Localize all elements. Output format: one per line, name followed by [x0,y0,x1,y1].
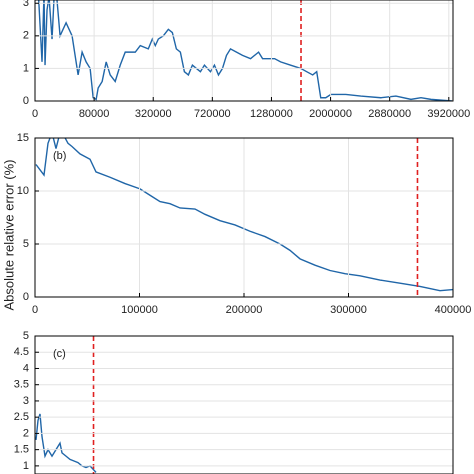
y-tick-label: 1.5 [14,444,29,456]
x-tick-label: 300000 [330,304,367,316]
data-line [35,138,453,292]
x-tick-label: 1280000 [250,108,293,120]
y-tick-label: 5 [23,238,29,250]
y-tick-label: 2 [23,427,29,439]
x-tick-label: 200000 [226,304,263,316]
y-tick-label: 10 [17,185,29,197]
y-tick-label: 4.5 [14,346,29,358]
y-tick-label: 15 [17,132,29,144]
x-tick-label: 320000 [135,108,172,120]
axes-box [34,137,454,298]
x-tick-label: 3920000 [427,108,470,120]
y-axis-label: Absolute relative error (%) [1,160,16,311]
x-tick-label: 0 [32,304,38,316]
y-tick-label: 3 [23,0,29,9]
axes-box [34,0,454,102]
y-tick-label: 5 [23,330,29,342]
x-tick-label: 0 [32,108,38,120]
plot-area [38,0,453,101]
x-tick-label: 2880000 [368,108,411,120]
panel-label: (b) [53,150,66,162]
y-tick-label: 2 [23,30,29,42]
y-tick-label: 0 [23,95,29,107]
plot-area [35,336,97,474]
y-tick-label: 3 [23,395,29,407]
axes-box [34,335,454,474]
y-tick-label: 1 [23,460,29,472]
y-tick-label: 4 [23,362,29,374]
panel-label: (c) [53,348,66,360]
x-tick-label: 80000 [79,108,110,120]
y-tick-label: 2.5 [14,411,29,423]
x-tick-label: 720000 [194,108,231,120]
data-line [38,0,453,101]
x-tick-label: 400000 [435,304,472,316]
y-tick-label: 1 [23,62,29,74]
y-tick-label: 0 [23,291,29,303]
y-tick-label: 3.5 [14,379,29,391]
x-tick-label: 2000000 [309,108,352,120]
plot-area [35,138,453,297]
data-line [35,413,97,473]
x-tick-label: 100000 [121,304,158,316]
